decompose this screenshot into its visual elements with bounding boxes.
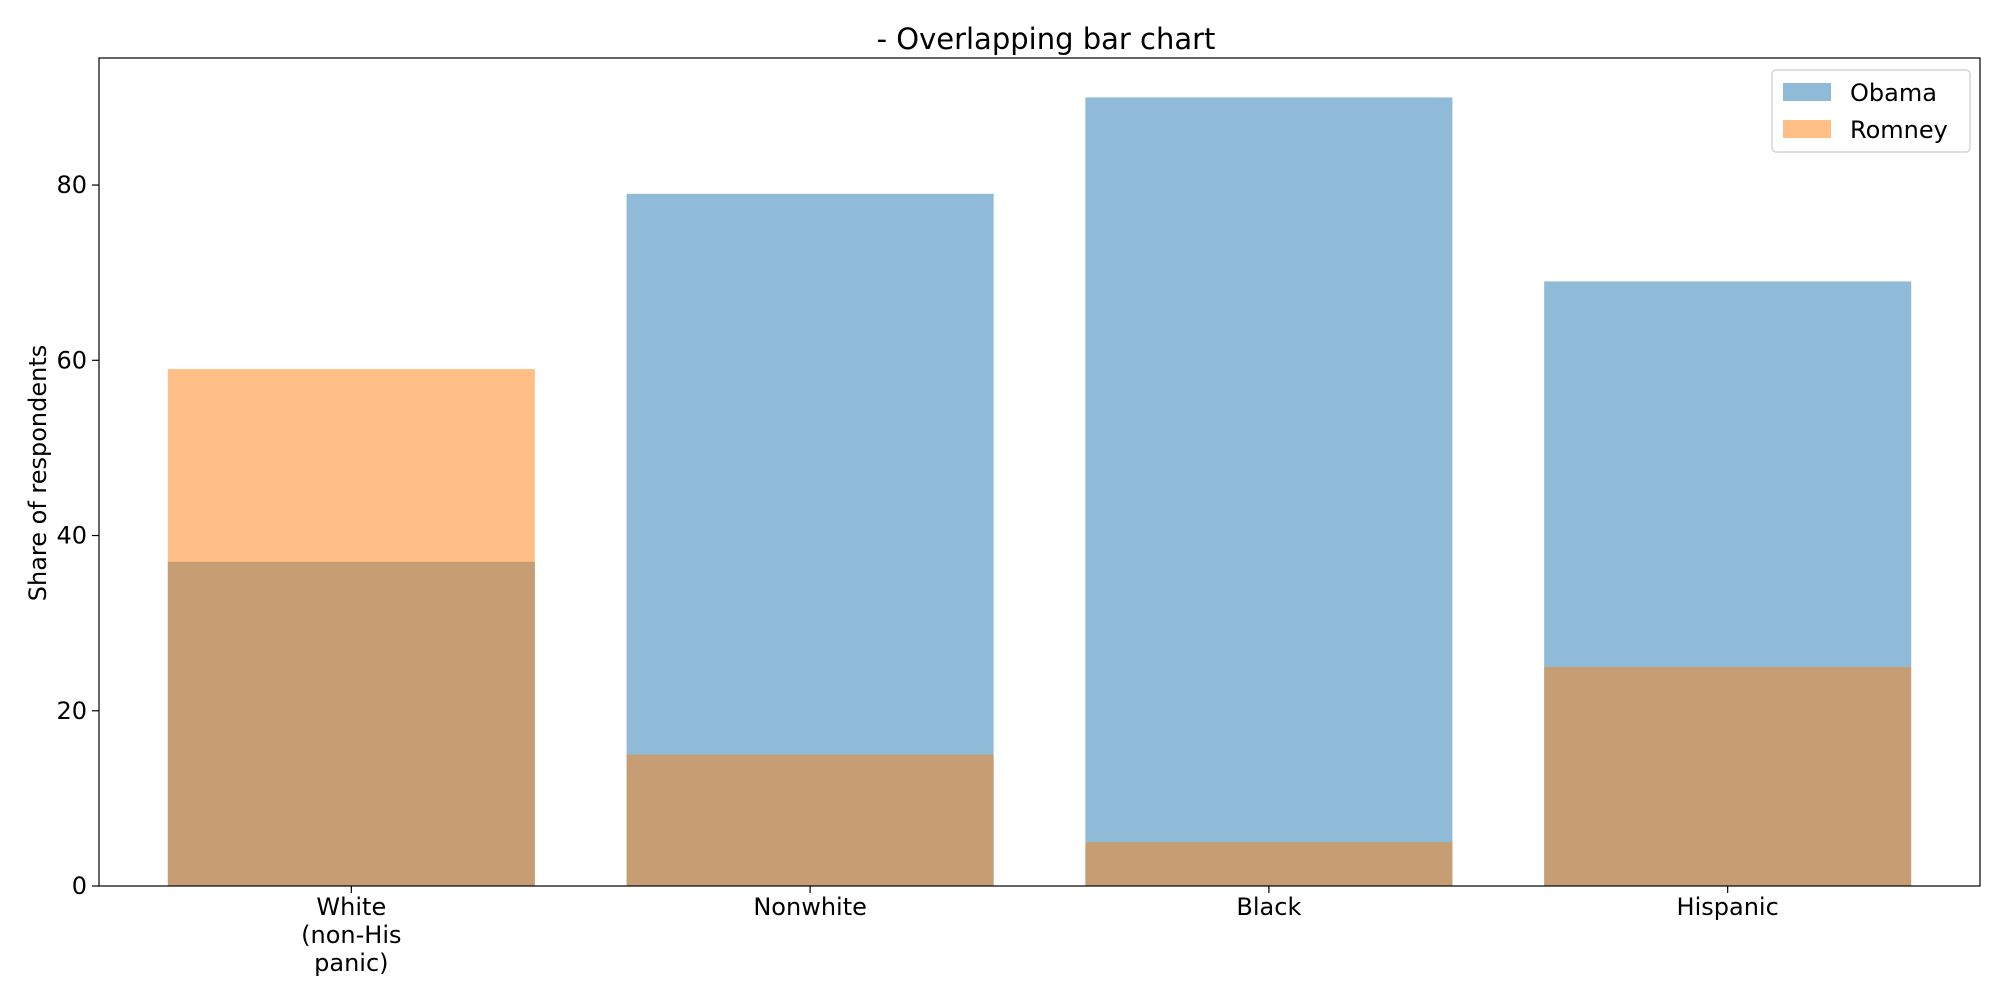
ticks-layer: 0 20 40 60 80 White (non-His panic) Nonwhite Blac… — [56, 171, 1778, 977]
bar-romney-3 — [1544, 666, 1912, 886]
bar-romney-2 — [1085, 842, 1453, 886]
x-tick-label-line: Nonwhite — [753, 893, 867, 921]
x-tick-label-line: White — [316, 893, 386, 921]
bars-layer — [167, 97, 1912, 887]
y-tick-label: 60 — [56, 346, 87, 374]
y-tick-label: 0 — [72, 872, 87, 900]
bar-romney-1 — [626, 754, 994, 886]
legend-swatch-obama — [1783, 83, 1831, 101]
legend-label-obama: Obama — [1850, 79, 1937, 107]
legend-label-romney: Romney — [1850, 116, 1948, 144]
y-tick-label: 40 — [56, 522, 87, 550]
x-tick-label: Black — [1236, 893, 1301, 921]
x-tick-label: Nonwhite — [753, 893, 867, 921]
y-tick-label: 80 — [56, 171, 87, 199]
axes-layer — [98, 57, 1981, 887]
plot-frame — [98, 57, 1981, 887]
y-axis-label: Share of respondents — [24, 345, 52, 602]
x-tick-label: Hispanic — [1677, 893, 1779, 921]
bar-romney-0 — [167, 369, 535, 886]
bar-obama-2 — [1085, 97, 1453, 886]
x-tick-label-line: (non-His — [301, 921, 401, 949]
chart-title: - Overlapping bar chart — [877, 22, 1216, 56]
x-tick-label: White (non-His panic) — [301, 893, 401, 977]
chart-legend: Obama Romney — [1771, 69, 1971, 153]
x-tick-label-line: panic) — [314, 949, 388, 977]
legend-swatch-romney — [1783, 120, 1831, 138]
y-tick-label: 20 — [56, 697, 87, 725]
x-tick-label-line: Hispanic — [1677, 893, 1779, 921]
x-tick-label-line: Black — [1236, 893, 1301, 921]
